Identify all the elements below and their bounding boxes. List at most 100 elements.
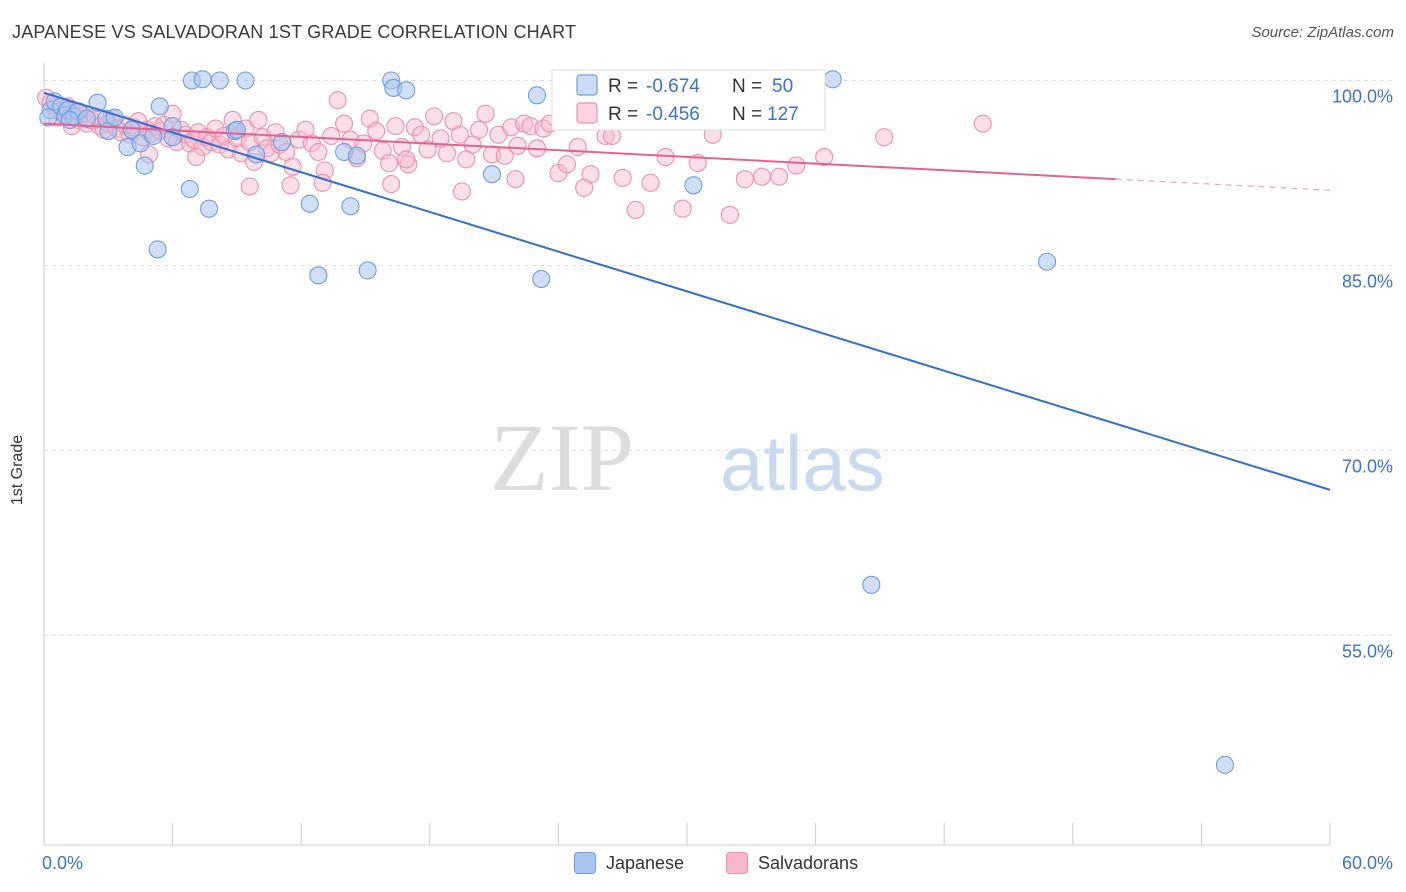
legend-swatch-japanese (576, 74, 598, 96)
japanese-point-30 (272, 133, 291, 152)
y-tick-label-3: 55.0% (1342, 641, 1393, 661)
salvadoran-point-103 (626, 200, 645, 220)
salvadoran-point-113 (787, 156, 806, 175)
salvadoran-point-107 (688, 154, 707, 173)
japanese-point-36 (358, 261, 377, 280)
japanese-point-21 (148, 240, 167, 259)
legend-r-label-japanese: R = (608, 76, 638, 97)
salvadoran-point-85 (470, 120, 489, 139)
salvadoran-point-123 (973, 114, 992, 133)
salvadoran-point-69 (367, 122, 386, 141)
japanese-point-34 (341, 197, 360, 216)
japanese-point-40 (482, 165, 502, 184)
chart-title: JAPANESE VS SALVADORAN 1ST GRADE CORRELA… (12, 22, 577, 42)
legend-swatch-salvadorans-bottom (726, 852, 748, 874)
salvadoran-point-129 (506, 170, 525, 189)
salvadoran-point-91 (508, 136, 527, 155)
salvadoran-point-104 (641, 173, 660, 192)
salvadoran-point-82 (450, 125, 469, 144)
salvadoran-point-127 (187, 147, 206, 166)
stats-legend: R = -0.674 N = 50 R = -0.456 N = 127 (551, 69, 826, 131)
japanese-trend-line (43, 91, 1331, 491)
salvadoran-point-49 (249, 110, 268, 130)
salvadoran-point-99 (568, 138, 587, 157)
japanese-point-47 (1215, 755, 1235, 774)
salvadoran-point-75 (405, 118, 424, 137)
legend-item-japanese: Japanese (574, 852, 684, 874)
japanese-point-42 (532, 269, 551, 289)
salvadoran-point-118 (382, 175, 401, 194)
japanese-point-48 (39, 108, 58, 127)
salvadoran-point-117 (313, 173, 332, 192)
legend-n-value-japanese: 50 (772, 76, 793, 97)
watermark: ZIP atlas (490, 404, 885, 511)
japanese-point-45 (1038, 252, 1057, 271)
x-tick-label-1: 60.0% (1342, 853, 1393, 873)
legend-label-japanese: Japanese (606, 852, 685, 873)
watermark-atlas: atlas (720, 419, 885, 507)
japanese-point-31 (300, 194, 319, 213)
salvadoran-point-106 (673, 199, 692, 218)
salvadoran-point-122 (875, 128, 894, 147)
legend-label-salvadorans: Salvadorans (758, 852, 859, 873)
salvadoran-point-109 (720, 205, 739, 224)
salvadoran-point-128 (397, 150, 416, 169)
legend-r-label-salvadoran: R = (608, 104, 638, 125)
salvadoran-point-119 (452, 182, 472, 201)
salvadoran-point-62 (322, 126, 341, 146)
japanese-point-44 (823, 70, 842, 89)
japanese-point-20 (180, 179, 199, 199)
legend-swatch-japanese-bottom (574, 852, 596, 874)
salvadoran-trend-extension (1115, 178, 1331, 191)
x-tick-label-0: 0.0% (42, 853, 83, 873)
japanese-point-17 (135, 156, 154, 175)
salvadoran-points (37, 88, 992, 224)
source-credit: Source: ZipAtlas.com (1251, 24, 1394, 41)
salvadoran-point-110 (735, 170, 754, 189)
japanese-point-46 (862, 575, 881, 594)
salvadoran-point-64 (335, 114, 354, 133)
salvadoran-point-77 (418, 140, 437, 159)
japanese-point-35 (347, 146, 366, 165)
legend-r-value-salvadoran: -0.456 (646, 104, 700, 125)
salvadoran-point-111 (752, 167, 772, 186)
salvadoran-point-115 (240, 177, 259, 196)
salvadoran-point-72 (386, 117, 405, 136)
y-tick-label-0: 100.0% (1332, 86, 1393, 106)
tick-labels: 100.0% 85.0% 70.0% 55.0% 0.0% 60.0% (42, 86, 1393, 873)
salvadoran-point-114 (815, 147, 834, 166)
salvadoran-point-78 (425, 107, 444, 126)
legend-item-salvadorans: Salvadorans (726, 852, 858, 874)
japanese-point-28 (227, 120, 246, 139)
salvadoran-point-60 (309, 142, 328, 162)
japanese-point-24 (210, 71, 229, 90)
japanese-point-41 (527, 86, 547, 105)
salvadoran-point-112 (770, 167, 789, 186)
salvadoran-point-80 (437, 144, 456, 163)
salvadoran-point-116 (281, 176, 300, 195)
salvadoran-point-98 (557, 155, 577, 174)
japanese-point-39 (397, 81, 416, 100)
japanese-point-32 (309, 266, 328, 285)
salvadoran-point-102 (613, 168, 632, 187)
japanese-points (39, 70, 1235, 774)
japanese-point-13 (122, 120, 141, 139)
watermark-zip: ZIP (490, 404, 634, 511)
salvadoran-trend-line (43, 122, 1116, 181)
legend-n-value-salvadoran: 127 (767, 104, 799, 125)
japanese-point-23 (193, 70, 212, 89)
japanese-point-26 (199, 199, 219, 218)
y-tick-label-2: 70.0% (1342, 456, 1393, 476)
japanese-point-8 (88, 93, 107, 112)
legend-swatch-salvadoran (576, 102, 598, 124)
legend-n-label-salvadoran: N = (732, 104, 762, 125)
salvadoran-point-86 (476, 104, 495, 123)
salvadoran-point-120 (575, 178, 594, 197)
series-legend: Japanese Salvadorans (0, 852, 1406, 878)
japanese-point-15 (150, 97, 169, 116)
japanese-point-43 (684, 176, 703, 195)
japanese-point-25 (236, 71, 255, 90)
legend-n-label-japanese: N = (732, 76, 762, 97)
trend-lines (43, 91, 1331, 491)
